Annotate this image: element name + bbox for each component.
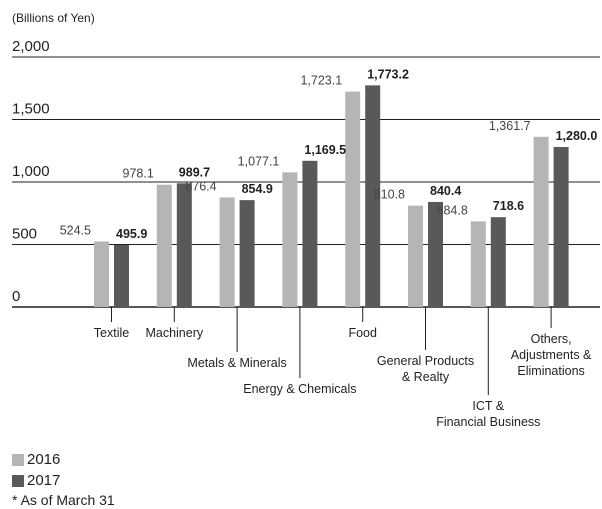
y-tick-label: 0	[12, 288, 20, 305]
value-label-2016: 1,361.7	[489, 119, 531, 133]
bar-2017	[114, 245, 129, 307]
category-label: General Products	[377, 354, 474, 368]
category-label: Energy & Chemicals	[243, 382, 356, 396]
value-label-2016: 684.8	[437, 203, 468, 217]
bar-2017	[365, 85, 381, 307]
value-label-2016: 1,077.1	[238, 154, 280, 168]
legend-swatch-2017	[12, 474, 24, 487]
footnote: * As of March 31	[12, 492, 115, 508]
category-label: ICT &	[472, 399, 504, 413]
value-label-2017: 840.4	[430, 184, 461, 198]
category-labels: Textile Machinery Metals & Minerals Energy …	[94, 307, 592, 429]
category-label: Financial Business	[436, 415, 540, 429]
category-label: Adjustments &	[511, 348, 592, 362]
category-label: Machinery	[145, 326, 203, 340]
value-label-2016: 1,723.1	[300, 74, 342, 88]
bar-2016	[533, 136, 549, 307]
bar-2017	[302, 160, 318, 307]
value-label-2016: 876.4	[185, 179, 216, 193]
bar-2016	[282, 172, 298, 307]
y-axis-ticks: 0 500 1,000 1,500 2,000	[12, 38, 50, 305]
value-label-2016: 524.5	[60, 223, 91, 237]
value-label-2017: 1,280.0	[556, 129, 598, 143]
value-label-2017: 989.7	[179, 165, 210, 179]
bar-2016	[156, 184, 172, 307]
category-label: Others,	[531, 332, 572, 346]
value-label-2017: 1,169.5	[304, 143, 346, 157]
legend-label-2017: 2017	[27, 472, 61, 489]
bar-2016	[470, 221, 486, 307]
value-label-2017: 718.6	[493, 199, 524, 213]
y-tick-label: 1,500	[12, 101, 50, 118]
bar-2016	[345, 91, 361, 307]
bar-2016	[94, 241, 109, 307]
category-label: Food	[348, 326, 377, 340]
bars	[94, 85, 569, 307]
legend-item-2016: 2016	[12, 451, 60, 468]
bar-2017	[553, 147, 569, 307]
y-tick-label: 1,000	[12, 163, 50, 180]
bar-2016	[219, 197, 235, 307]
unit-label: (Billions of Yen)	[12, 11, 95, 25]
category-label: Metals & Minerals	[187, 356, 286, 370]
bar-2017	[490, 217, 506, 307]
category-label: Eliminations	[517, 364, 584, 378]
bar-2016	[408, 205, 423, 307]
value-label-2017: 495.9	[116, 227, 147, 241]
category-label: Textile	[94, 326, 129, 340]
bar-2017	[176, 183, 192, 307]
value-label-2016: 810.8	[374, 188, 405, 202]
legend-label-2016: 2016	[27, 451, 61, 468]
category-label: & Realty	[402, 370, 450, 384]
value-label-2016: 978.1	[123, 167, 154, 181]
y-tick-label: 2,000	[12, 38, 50, 55]
y-tick-label: 500	[12, 226, 37, 243]
bar-2017	[428, 201, 443, 307]
value-label-2017: 1,773.2	[367, 67, 409, 81]
legend-swatch-2016	[12, 453, 24, 466]
value-label-2017: 854.9	[242, 182, 273, 196]
bar-chart: (Billions of Yen) 0 500 1,000 1,500 2,000 52…	[12, 11, 600, 429]
bar-2017	[239, 200, 255, 307]
legend-item-2017: 2017	[12, 472, 60, 489]
